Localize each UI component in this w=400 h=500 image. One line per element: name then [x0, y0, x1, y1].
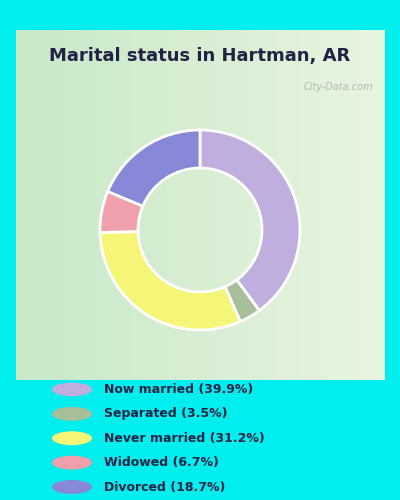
- Text: City-Data.com: City-Data.com: [303, 82, 373, 92]
- Wedge shape: [100, 192, 143, 232]
- Wedge shape: [108, 130, 200, 206]
- Text: Never married (31.2%): Never married (31.2%): [104, 432, 265, 445]
- Text: Now married (39.9%): Now married (39.9%): [104, 383, 253, 396]
- Wedge shape: [200, 130, 300, 310]
- Circle shape: [53, 432, 91, 444]
- Circle shape: [53, 481, 91, 493]
- Text: Separated (3.5%): Separated (3.5%): [104, 408, 228, 420]
- Text: Widowed (6.7%): Widowed (6.7%): [104, 456, 219, 469]
- Circle shape: [53, 456, 91, 469]
- Text: Divorced (18.7%): Divorced (18.7%): [104, 480, 225, 494]
- Text: Marital status in Hartman, AR: Marital status in Hartman, AR: [49, 48, 351, 66]
- Circle shape: [53, 408, 91, 420]
- Circle shape: [53, 384, 91, 396]
- Wedge shape: [100, 232, 240, 330]
- Wedge shape: [225, 280, 259, 322]
